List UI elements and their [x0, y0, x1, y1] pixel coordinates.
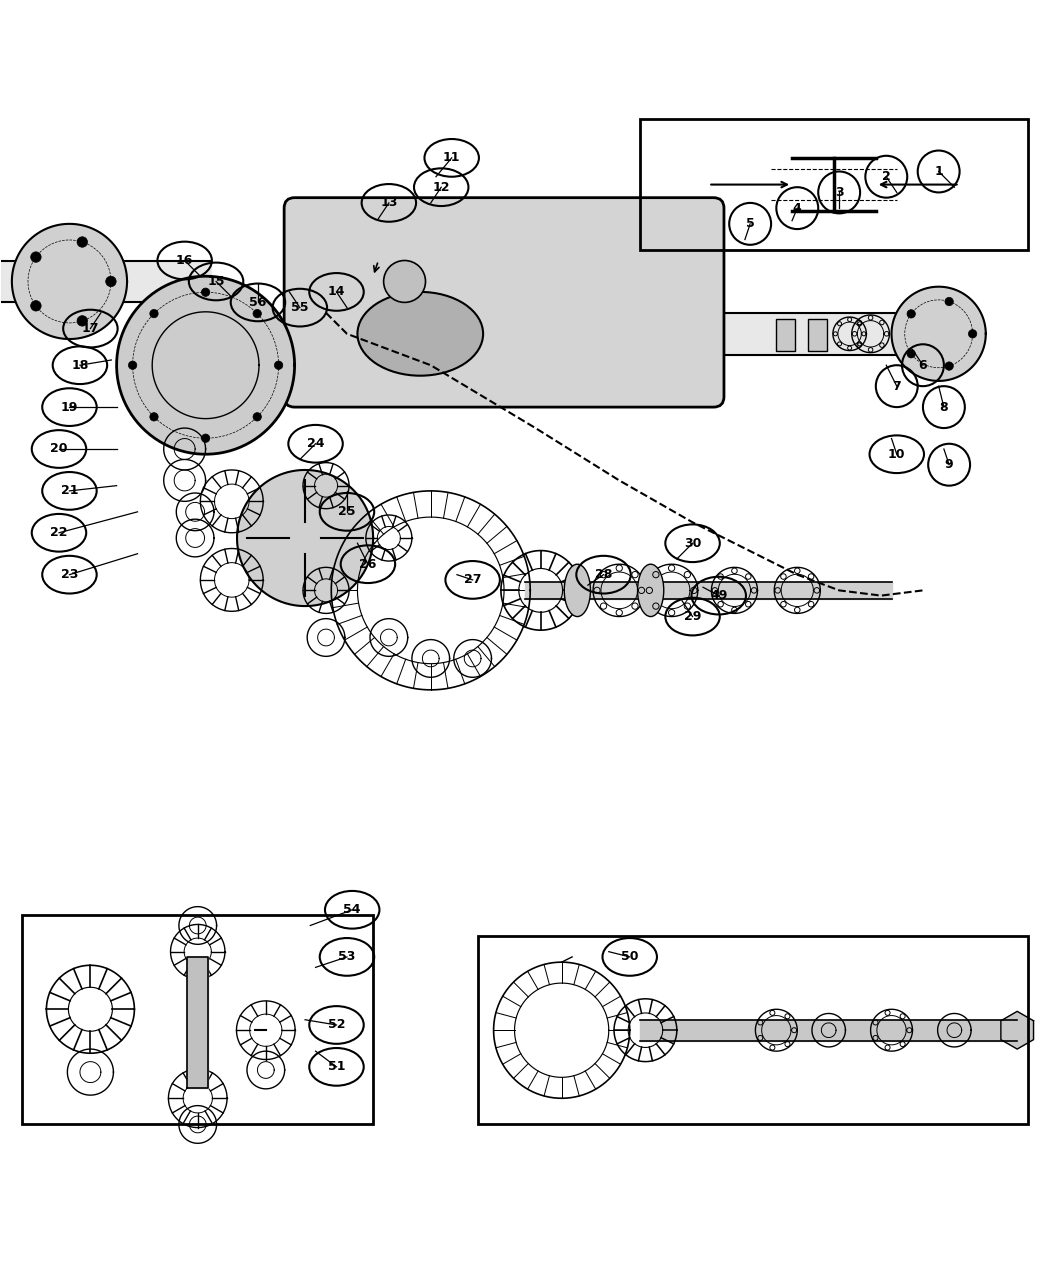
Text: 50: 50 — [621, 950, 638, 964]
Text: 55: 55 — [291, 301, 309, 314]
Text: 49: 49 — [710, 589, 728, 602]
Text: 10: 10 — [888, 448, 905, 460]
Bar — [478, 936, 1028, 1125]
Text: 30: 30 — [684, 537, 701, 550]
Bar — [776, 319, 795, 351]
Text: 9: 9 — [945, 458, 953, 472]
Circle shape — [274, 361, 282, 370]
Ellipse shape — [357, 292, 483, 376]
Text: 23: 23 — [61, 569, 78, 581]
Text: 18: 18 — [71, 358, 88, 372]
Circle shape — [150, 413, 159, 421]
Polygon shape — [117, 277, 295, 454]
Text: 17: 17 — [82, 323, 99, 335]
Circle shape — [202, 288, 210, 296]
Text: 26: 26 — [359, 557, 377, 571]
Bar — [640, 119, 1028, 250]
Text: 25: 25 — [338, 505, 356, 519]
Circle shape — [907, 310, 916, 317]
Circle shape — [907, 349, 916, 358]
Text: 56: 56 — [249, 296, 267, 309]
Text: 16: 16 — [176, 254, 193, 266]
Circle shape — [77, 316, 87, 326]
Text: 13: 13 — [380, 196, 398, 209]
Text: 51: 51 — [328, 1061, 345, 1074]
Polygon shape — [12, 224, 127, 339]
Text: 29: 29 — [684, 609, 701, 623]
Polygon shape — [1001, 1011, 1033, 1049]
Circle shape — [253, 310, 261, 317]
Text: 15: 15 — [207, 275, 225, 288]
Text: 1: 1 — [934, 164, 943, 178]
Circle shape — [30, 252, 41, 263]
Circle shape — [106, 277, 117, 287]
Circle shape — [945, 362, 953, 370]
Text: 4: 4 — [793, 201, 801, 214]
Circle shape — [968, 330, 976, 338]
Polygon shape — [237, 470, 373, 606]
Circle shape — [945, 297, 953, 306]
Circle shape — [77, 237, 87, 247]
Text: 54: 54 — [343, 903, 361, 917]
Text: 52: 52 — [328, 1019, 345, 1031]
Circle shape — [128, 361, 136, 370]
Circle shape — [30, 301, 41, 311]
Circle shape — [383, 260, 425, 302]
Text: 14: 14 — [328, 286, 345, 298]
Text: 2: 2 — [882, 171, 890, 184]
Text: 12: 12 — [433, 181, 450, 194]
Bar — [22, 915, 373, 1125]
Circle shape — [150, 310, 159, 317]
Ellipse shape — [564, 565, 590, 617]
Text: 6: 6 — [919, 358, 927, 372]
Text: 19: 19 — [61, 400, 78, 413]
Text: 3: 3 — [835, 186, 843, 199]
Text: 7: 7 — [892, 380, 901, 393]
Circle shape — [253, 413, 261, 421]
Text: 21: 21 — [61, 484, 78, 497]
Text: 11: 11 — [443, 152, 461, 164]
Polygon shape — [891, 287, 986, 381]
Text: 24: 24 — [307, 437, 324, 450]
Text: 8: 8 — [940, 400, 948, 413]
Text: 5: 5 — [746, 217, 755, 231]
Bar — [807, 319, 826, 351]
Text: 20: 20 — [50, 442, 68, 455]
Text: 22: 22 — [50, 527, 68, 539]
Text: 53: 53 — [338, 950, 356, 964]
Circle shape — [202, 434, 210, 442]
Text: 28: 28 — [595, 569, 612, 581]
Text: 27: 27 — [464, 574, 481, 586]
FancyBboxPatch shape — [285, 198, 723, 407]
Ellipse shape — [637, 565, 664, 617]
